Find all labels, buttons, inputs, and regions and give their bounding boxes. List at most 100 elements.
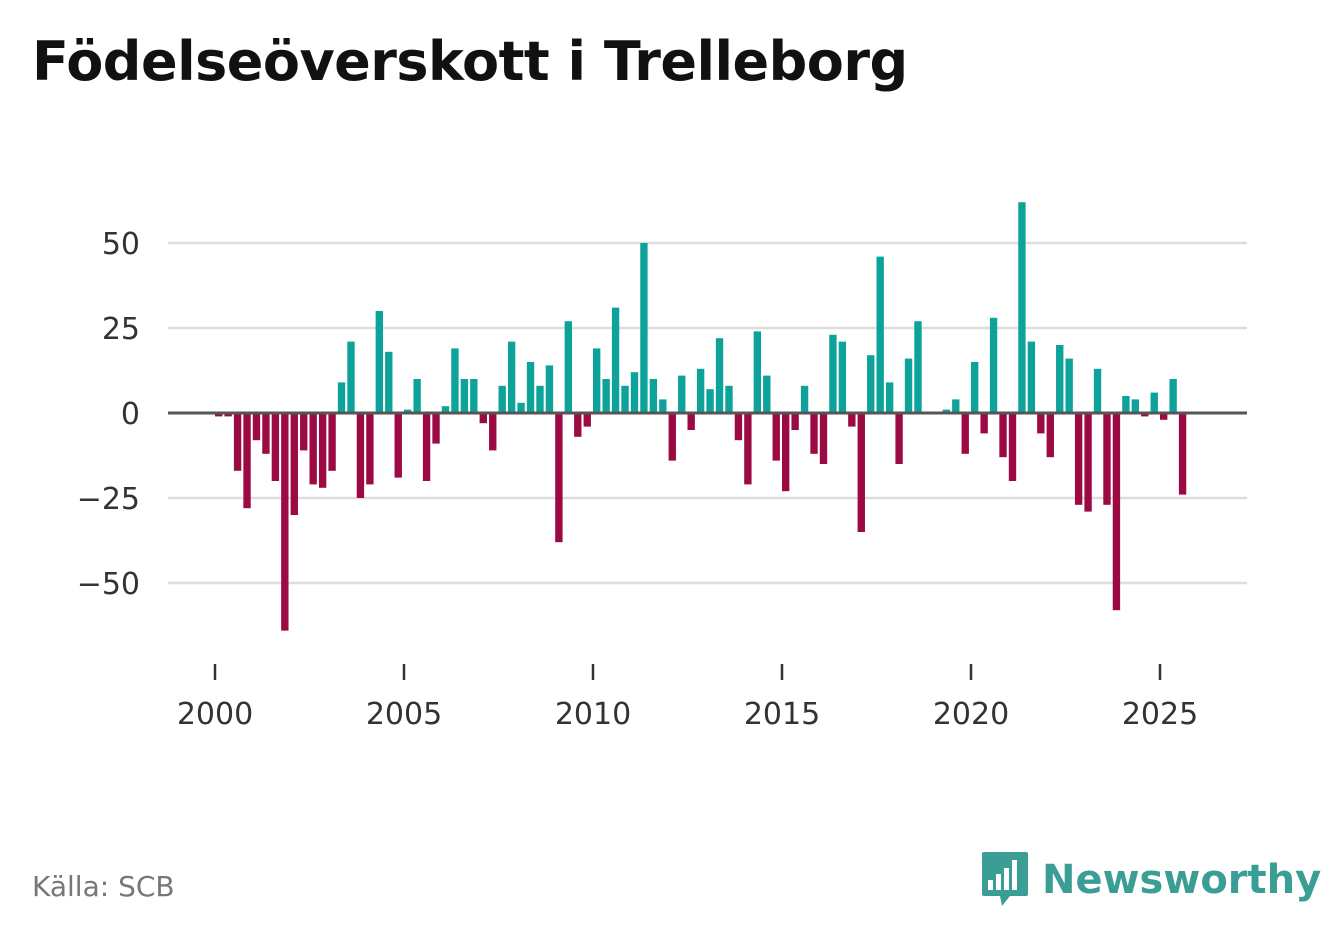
bar <box>413 379 421 413</box>
bar <box>800 385 809 413</box>
grid-lines <box>168 241 1247 585</box>
bar <box>347 341 355 413</box>
brand-name: Newsworthy <box>1042 857 1322 903</box>
bar <box>1018 202 1026 413</box>
bar <box>1160 413 1168 420</box>
bar <box>791 413 799 430</box>
bar <box>404 409 412 413</box>
bar <box>356 413 365 498</box>
bar <box>1141 413 1149 417</box>
bar <box>564 321 573 413</box>
bar <box>819 413 828 464</box>
bar <box>952 399 960 413</box>
bar <box>876 256 884 413</box>
bar <box>517 402 525 413</box>
bar <box>857 413 865 532</box>
bar <box>281 413 289 631</box>
bar <box>980 413 988 434</box>
x-tick-label: 2015 <box>744 697 820 732</box>
bar <box>659 399 667 413</box>
bar <box>678 375 686 413</box>
bar <box>630 372 639 413</box>
bar <box>536 385 544 413</box>
bar <box>1065 358 1073 413</box>
bar <box>1093 368 1102 413</box>
bar <box>441 406 450 413</box>
bar <box>696 368 705 413</box>
x-tick-label: 2000 <box>177 697 253 732</box>
bar <box>432 413 440 444</box>
bar <box>1112 413 1121 611</box>
bar <box>1178 413 1187 495</box>
bar <box>252 413 261 441</box>
bar <box>611 307 620 413</box>
bar <box>470 379 478 413</box>
bar <box>498 385 506 413</box>
bar <box>885 382 894 413</box>
bar <box>1056 345 1064 413</box>
bar <box>725 385 733 413</box>
bar <box>290 413 298 515</box>
chart-title: Födelseöverskott i Trelleborg <box>32 30 908 93</box>
bar <box>904 358 913 413</box>
bar <box>602 379 610 413</box>
bar <box>337 382 346 413</box>
bar <box>715 338 724 413</box>
bar <box>215 413 223 417</box>
bar <box>772 413 780 461</box>
y-tick-label: −50 <box>77 567 140 602</box>
bar <box>1131 399 1140 413</box>
bar <box>687 413 695 430</box>
bar <box>1122 396 1130 413</box>
bar <box>1037 413 1045 434</box>
bar <box>574 413 582 437</box>
y-axis-ticks: 50 25 0 −25 −50 <box>77 227 140 602</box>
bar <box>366 413 374 485</box>
bar <box>744 413 752 485</box>
bar <box>545 365 554 413</box>
bar <box>734 413 743 441</box>
bar <box>1046 413 1054 458</box>
x-tick-label: 2020 <box>933 697 1009 732</box>
bar <box>1103 413 1111 505</box>
x-tick-label: 2005 <box>366 697 442 732</box>
x-axis-ticks: 2000 2005 2010 2015 2020 2025 <box>177 664 1198 732</box>
bar <box>1150 392 1158 413</box>
bar <box>942 409 951 413</box>
bar <box>914 321 922 413</box>
bar <box>848 413 856 427</box>
bar <box>999 413 1007 458</box>
bar <box>810 413 818 454</box>
bar <box>1027 341 1036 413</box>
brand-logo[interactable]: Newsworthy <box>980 850 1321 910</box>
bar <box>640 243 648 413</box>
bars <box>215 202 1187 631</box>
bar <box>1084 413 1092 512</box>
bar <box>318 413 327 488</box>
y-tick-label: 50 <box>102 227 140 262</box>
bar <box>838 341 847 413</box>
bar <box>989 317 998 413</box>
bar <box>243 413 251 509</box>
bar <box>649 379 658 413</box>
bar <box>328 413 336 471</box>
bar <box>385 351 393 413</box>
bar <box>224 413 232 417</box>
bar <box>300 413 308 451</box>
bar <box>271 413 280 481</box>
bar <box>829 334 837 413</box>
bar <box>961 413 969 454</box>
bar <box>782 413 790 492</box>
bar <box>1074 413 1083 505</box>
bar <box>394 413 402 478</box>
bar <box>1008 413 1017 481</box>
bar <box>555 413 563 543</box>
bar <box>507 341 516 413</box>
bar <box>460 379 469 413</box>
bar <box>233 413 242 471</box>
bar <box>1169 379 1177 413</box>
bar <box>971 362 979 413</box>
bar <box>867 355 875 413</box>
bar <box>262 413 270 454</box>
